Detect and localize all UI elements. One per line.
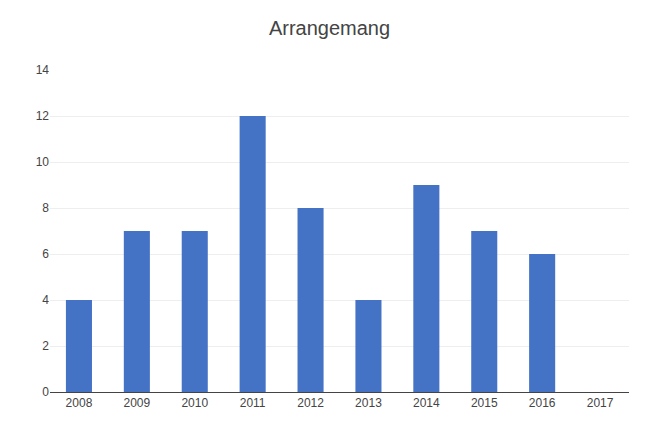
svg-text:10: 10 — [36, 155, 50, 169]
svg-text:2017: 2017 — [587, 396, 614, 410]
svg-text:2010: 2010 — [181, 396, 208, 410]
svg-text:2011: 2011 — [240, 396, 266, 410]
svg-text:14: 14 — [36, 63, 50, 77]
svg-text:2015: 2015 — [471, 396, 498, 410]
svg-text:2: 2 — [42, 339, 49, 353]
svg-text:2016: 2016 — [529, 396, 556, 410]
svg-text:6: 6 — [42, 247, 49, 261]
svg-text:4: 4 — [42, 293, 49, 307]
svg-text:2008: 2008 — [66, 396, 93, 410]
svg-text:2014: 2014 — [413, 396, 440, 410]
svg-text:2012: 2012 — [297, 396, 324, 410]
svg-text:0: 0 — [42, 385, 49, 399]
svg-text:2009: 2009 — [123, 396, 150, 410]
svg-text:8: 8 — [42, 201, 49, 215]
svg-text:Arrangemang: Arrangemang — [269, 17, 390, 39]
svg-text:12: 12 — [36, 109, 50, 123]
svg-text:2013: 2013 — [355, 396, 382, 410]
